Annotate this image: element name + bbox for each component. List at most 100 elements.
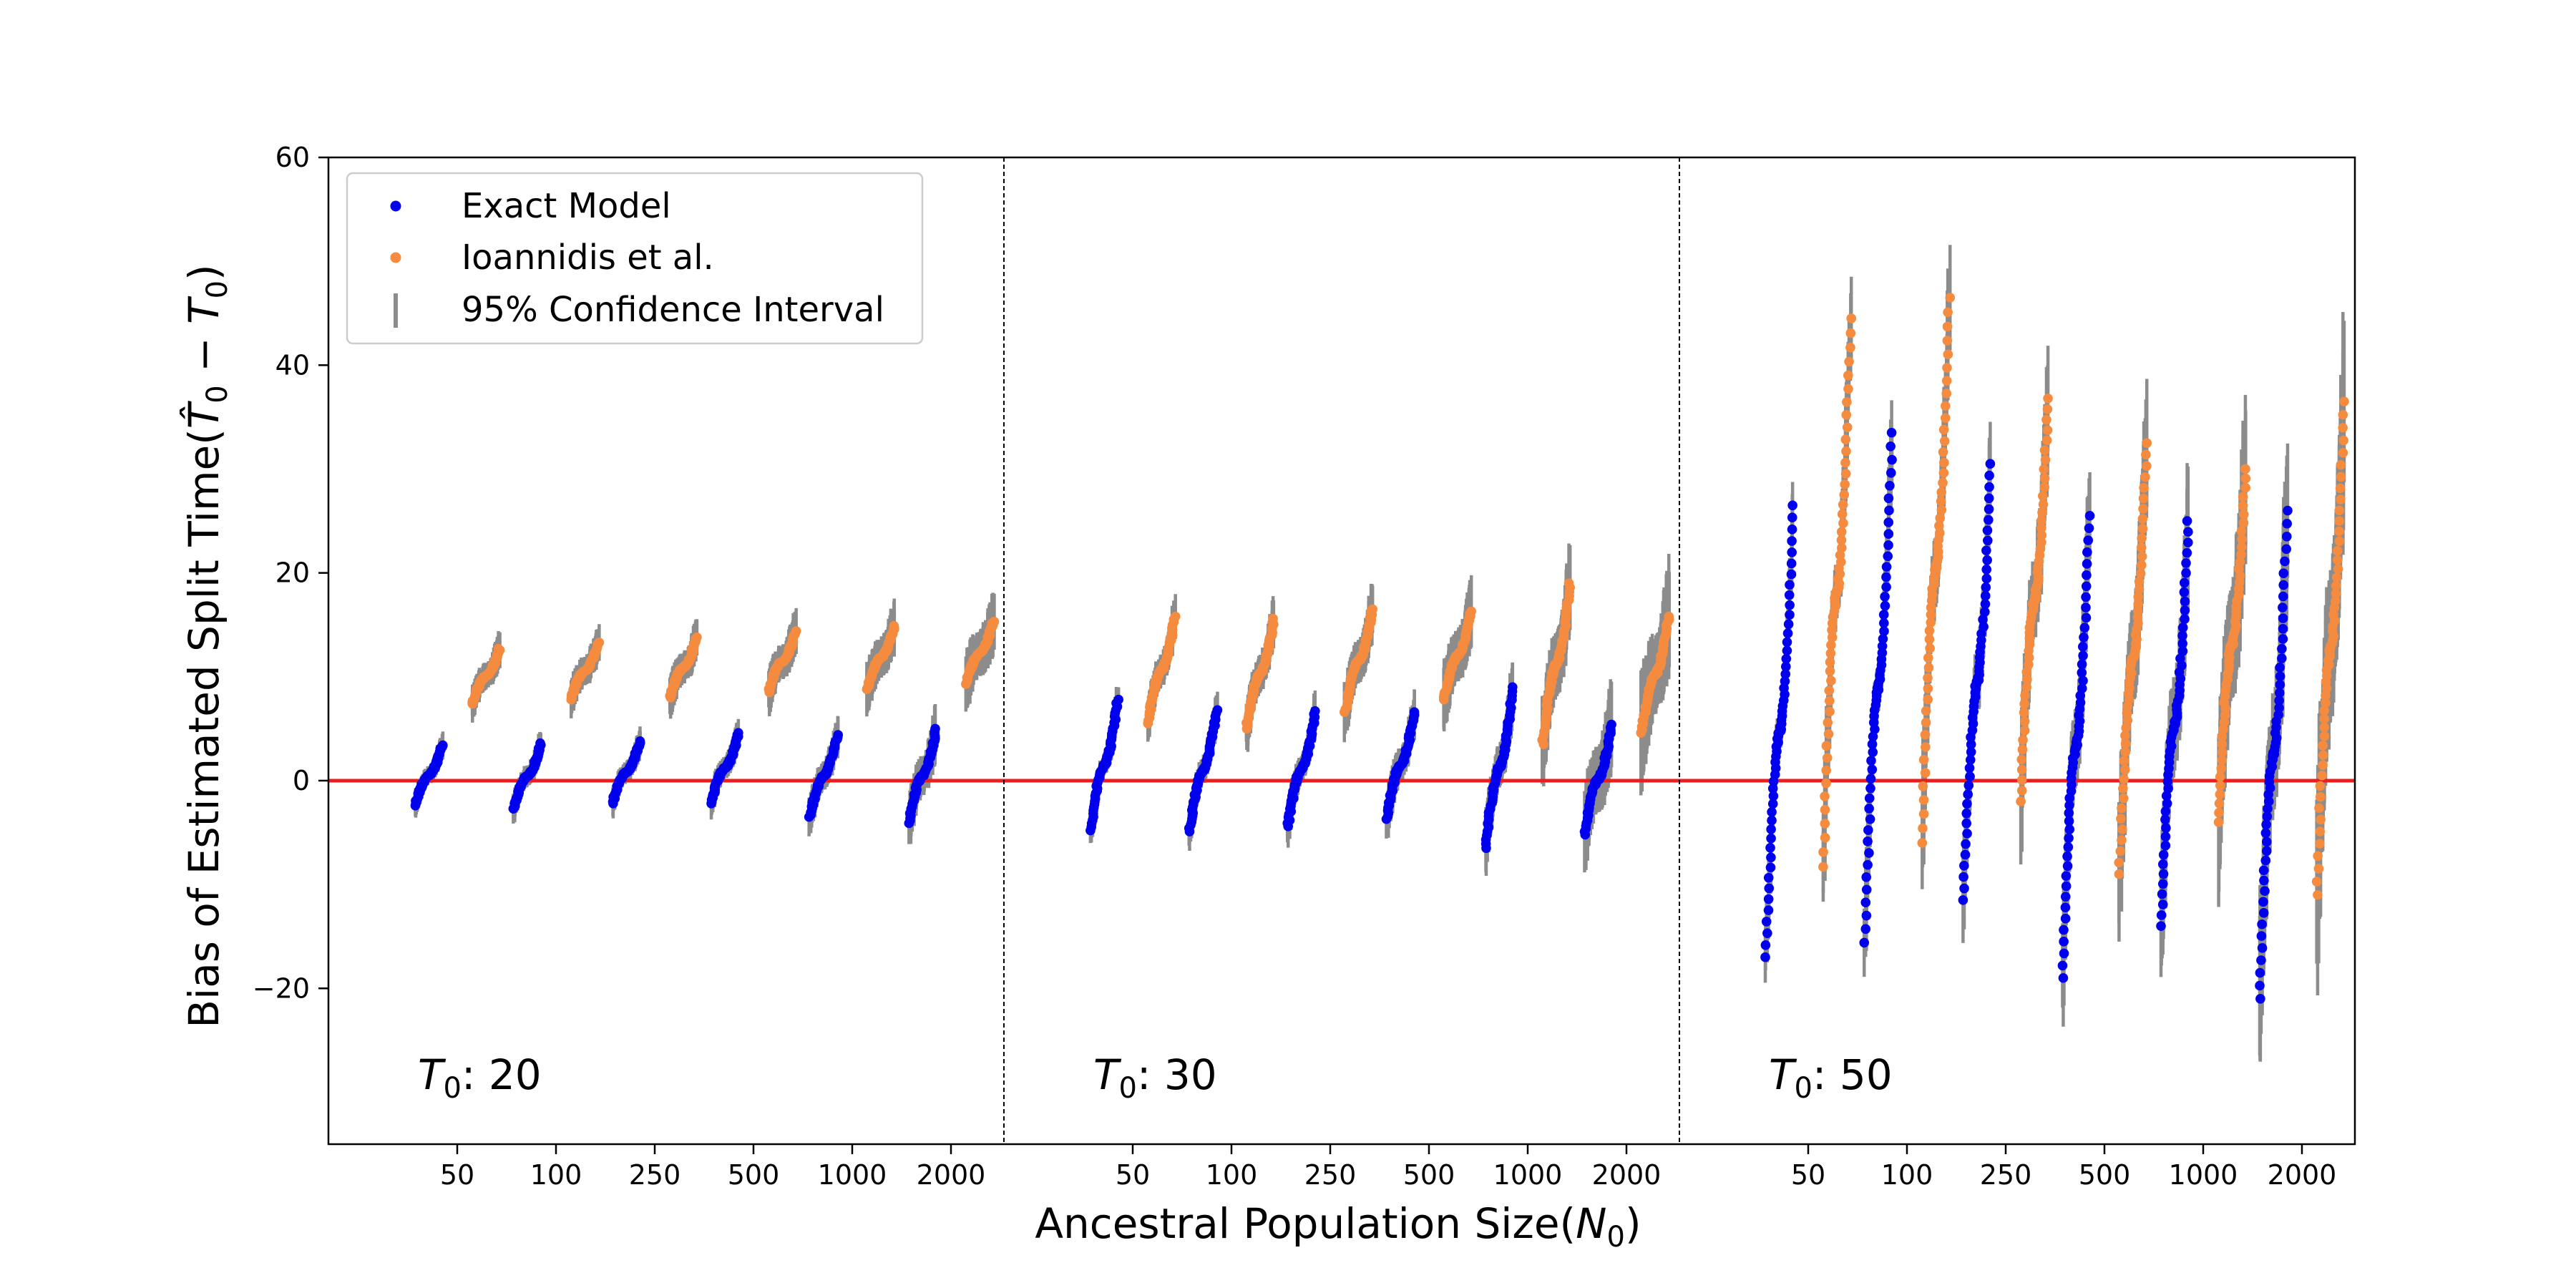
panel-labels: T0: 20 T0: 30 T0: 50 bbox=[418, 1050, 1893, 1105]
exact-model-point bbox=[2180, 614, 2190, 624]
exact-model-point bbox=[2162, 799, 2172, 809]
exact-model-point bbox=[1763, 872, 1774, 883]
ioannidis-point bbox=[1822, 753, 1833, 763]
exact-model-point bbox=[1767, 784, 1778, 794]
x-tick-label: 250 bbox=[629, 1159, 681, 1191]
exact-model-point bbox=[1767, 815, 1777, 826]
exact-model-point bbox=[1766, 852, 1776, 863]
exact-model-point bbox=[2177, 638, 2187, 649]
exact-model-point bbox=[2278, 613, 2288, 623]
ioannidis-point bbox=[2240, 473, 2251, 484]
ioannidis-point bbox=[2315, 839, 2325, 849]
exact-model-point bbox=[1865, 774, 1876, 784]
ioannidis-point bbox=[1936, 504, 1947, 515]
ioannidis-point bbox=[1827, 632, 1838, 643]
ioannidis-point bbox=[1936, 487, 1947, 497]
exact-model-point bbox=[2258, 865, 2269, 876]
ioannidis-point bbox=[2334, 505, 2345, 516]
ioannidis-point bbox=[1921, 718, 1931, 728]
exact-model-point bbox=[2182, 516, 2192, 526]
ioannidis-point bbox=[2036, 537, 2046, 547]
ioannidis-point bbox=[2216, 763, 2226, 774]
ioannidis-point bbox=[2311, 877, 2322, 887]
ioannidis-point bbox=[2134, 584, 2145, 595]
ioannidis-point bbox=[2313, 864, 2324, 874]
ioannidis-point bbox=[1841, 446, 1851, 457]
exact-model-point bbox=[1782, 637, 1792, 648]
ioannidis-point bbox=[2021, 682, 2032, 693]
ioannidis-point bbox=[1845, 328, 1856, 338]
exact-model-point bbox=[2255, 980, 2265, 991]
ioannidis-point bbox=[2137, 551, 2147, 562]
y-tick-label: 0 bbox=[293, 765, 310, 796]
exact-model-point bbox=[1867, 764, 1878, 775]
ioannidis-point bbox=[1918, 755, 1929, 765]
ioannidis-point bbox=[2021, 667, 2032, 677]
exact-model-point bbox=[2160, 840, 2171, 851]
ioannidis-point bbox=[2236, 550, 2246, 560]
x-tick-label: 50 bbox=[1791, 1159, 1825, 1191]
ioannidis-point bbox=[791, 626, 801, 636]
exact-model-point bbox=[1785, 610, 1795, 620]
exact-model-point bbox=[1878, 633, 1888, 644]
ioannidis-point bbox=[2038, 491, 2048, 501]
ioannidis-point bbox=[2336, 459, 2346, 470]
ioannidis-point bbox=[1821, 778, 1831, 789]
ioannidis-point bbox=[2038, 499, 2049, 509]
legend: Exact Model Ioannidis et al. 95% Confide… bbox=[346, 172, 924, 345]
exact-model-point bbox=[1883, 551, 1893, 562]
exact-model-point bbox=[2060, 913, 2071, 924]
ioannidis-point bbox=[1943, 349, 1953, 360]
exact-model-point bbox=[2083, 535, 2094, 545]
ioannidis-point bbox=[2133, 592, 2144, 602]
ioannidis-point bbox=[2022, 674, 2032, 685]
exact-model-point bbox=[2275, 680, 2285, 690]
exact-model-point bbox=[1868, 747, 1878, 758]
exact-model-point bbox=[2078, 641, 2088, 652]
exact-model-point bbox=[2158, 859, 2168, 869]
exact-model-point bbox=[1965, 755, 1976, 765]
exact-model-point bbox=[1787, 536, 1797, 546]
exact-model-point bbox=[1964, 763, 1975, 774]
exact-model-point bbox=[1961, 809, 1972, 819]
exact-model-point bbox=[2063, 842, 2074, 852]
ioannidis-point bbox=[2240, 464, 2250, 474]
ioannidis-point bbox=[2016, 786, 2027, 796]
exact-model-point bbox=[1863, 836, 1873, 847]
ioannidis-point bbox=[2139, 483, 2149, 493]
ioannidis-point bbox=[1942, 336, 1953, 346]
ioannidis-point bbox=[1943, 307, 1953, 318]
exact-model-point bbox=[1864, 848, 1874, 858]
exact-model-point bbox=[1864, 793, 1875, 804]
exact-model-point bbox=[1966, 739, 1976, 750]
exact-model-point bbox=[1508, 682, 1518, 693]
exact-model-point bbox=[1961, 818, 1971, 829]
exact-model-point bbox=[635, 736, 645, 746]
ioannidis-point bbox=[2120, 738, 2131, 749]
ioannidis-point bbox=[2117, 824, 2127, 834]
ioannidis-point bbox=[2334, 526, 2344, 537]
exact-model-point bbox=[2255, 967, 2265, 978]
exact-model-point bbox=[1767, 806, 1777, 817]
ioannidis-point bbox=[2019, 698, 2029, 709]
exact-model-point bbox=[1786, 569, 1797, 580]
exact-model-point bbox=[2064, 833, 2074, 844]
exact-model-point bbox=[2260, 855, 2271, 866]
ioannidis-point bbox=[1917, 838, 1928, 848]
exact-model-point bbox=[1781, 653, 1792, 664]
exact-model-point bbox=[2064, 816, 2074, 826]
exact-model-point bbox=[2260, 828, 2271, 838]
ioannidis-point bbox=[2036, 523, 2046, 533]
exact-model-point bbox=[2261, 836, 2272, 847]
exact-model-point bbox=[2157, 879, 2168, 889]
exact-model-point bbox=[1984, 514, 1994, 525]
ioannidis-point bbox=[2339, 396, 2349, 406]
exact-model-point bbox=[2081, 581, 2092, 592]
exact-model-point bbox=[2258, 897, 2268, 907]
ioannidis-point bbox=[1938, 447, 1948, 457]
exact-model-point bbox=[1881, 572, 1891, 582]
ioannidis-point bbox=[2215, 771, 2225, 782]
ioannidis-point bbox=[2319, 706, 2329, 716]
exact-model-point bbox=[1978, 614, 1988, 625]
ioannidis-point bbox=[1935, 513, 1946, 523]
